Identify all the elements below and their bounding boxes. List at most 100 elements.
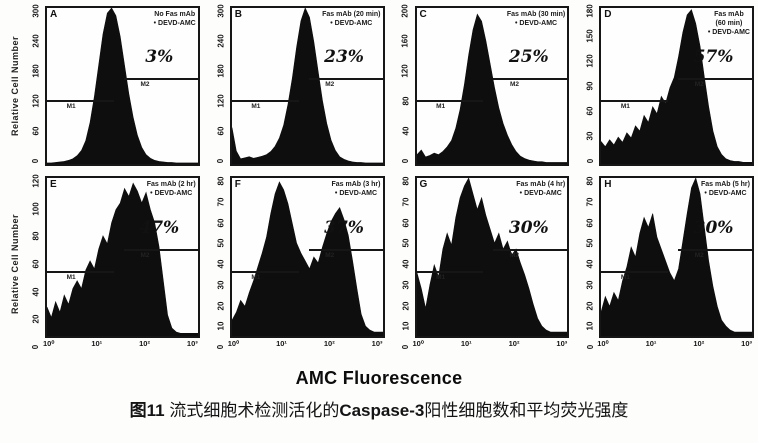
condition-line: No Fas mAb	[154, 11, 196, 18]
y-axis-ticks: 120 100 80 60 40 20 0	[28, 174, 45, 352]
y-tick-label: 40	[585, 259, 595, 269]
y-tick-label: 240	[216, 34, 226, 48]
m2-gate-label: M2	[694, 252, 704, 260]
y-axis-ticks: 300 240 180 120 60 0	[213, 4, 230, 166]
m2-gate-label: M2	[140, 81, 150, 89]
condition-line: • DEVD-AMC	[707, 29, 750, 37]
x-tick-label: 10⁰	[227, 339, 240, 348]
y-tick-label: 20	[31, 314, 41, 324]
panel-letter: D	[604, 9, 612, 20]
m1-gate-line	[46, 100, 114, 103]
panel-condition-label: Fas mAb (5 hr) • DEVD-AMC	[701, 180, 750, 198]
histogram-panel: 80 70 60 50 40 30 20 10 0 G Fas mAb (4 hr) • DEVD…	[398, 176, 570, 352]
y-tick-label: 200	[400, 4, 410, 18]
y-axis-ticks: 80 70 60 50 40 30 20 10 0	[398, 176, 415, 352]
m2-gate-line	[308, 78, 383, 81]
condition-line: • DEVD-AMC	[515, 20, 558, 28]
panel-row-top: Relative Cell Number 300 240 180 120 60 0 A N…	[2, 4, 754, 166]
y-tick-label: 0	[585, 344, 595, 350]
panel-letter: B	[234, 9, 242, 20]
condition-line: • DEVD-AMC	[704, 190, 747, 198]
histogram-fill	[47, 8, 198, 164]
histogram-panel: 80 70 60 50 40 30 20 10 0 F Fas mAb (3 hr) • DEVD…	[213, 176, 385, 352]
x-axis-title: AMC Fluorescence	[295, 368, 463, 388]
m1-gate-label: M1	[620, 274, 630, 282]
histogram-panel: 80 70 60 50 40 30 20 10 0 H Fas mAb (5 hr) • DEVD…	[582, 176, 754, 352]
x-tick-label: 10¹	[460, 339, 472, 348]
condition-line: Fas mAb (5 hr)	[700, 181, 750, 188]
m1-gate-label: M1	[620, 103, 630, 111]
y-tick-label: 0	[31, 344, 41, 350]
y-tick-label: 60	[216, 218, 226, 227]
y-tick-label: 30	[585, 280, 595, 290]
plot-wrap: A No Fas mAb • DEVD-AMC 3% M2 M1	[45, 6, 200, 166]
y-tick-label: 80	[585, 176, 595, 186]
panel-condition-label: Fas mAb (4 hr) • DEVD-AMC	[516, 180, 565, 198]
y-tick-label: 90	[585, 81, 595, 91]
plot-wrap: H Fas mAb (5 hr) • DEVD-AMC 30% M2 M1 10⁰…	[597, 176, 754, 352]
plot-wrap: B Fas mAb (20 min) • DEVD-AMC 23% M2 M1	[229, 6, 385, 166]
y-tick-label: 20	[401, 301, 410, 310]
m2-gate-line	[678, 78, 753, 81]
percent-positive: 23%	[324, 47, 364, 67]
histogram-svg	[231, 8, 383, 164]
y-tick-label: 80	[216, 176, 226, 186]
panel-grid: Relative Cell Number 300 240 180 120 60 0 A N…	[2, 4, 754, 362]
figure-caption: 图11 流式细胞术检测活化的Caspase-3阳性细胞数和平均荧光强度	[0, 396, 758, 421]
y-axis-ticks: 180 150 120 90 60 30 0	[582, 4, 599, 166]
condition-line: • DEVD-AMC	[330, 20, 373, 28]
m1-gate-line	[416, 100, 484, 103]
histogram-fill	[601, 9, 752, 164]
m1-gate-line	[46, 271, 114, 274]
plot-wrap: G Fas mAb (4 hr) • DEVD-AMC 30% M2 M1 10⁰…	[413, 176, 570, 352]
histogram-panel: 300 240 180 120 60 0 A No Fas mAb • DEVD-AMC 3…	[28, 4, 200, 166]
y-axis-ticks: 80 70 60 50 40 30 20 10 0	[582, 176, 599, 352]
condition-line: Fas mAb (30 min)	[506, 11, 566, 18]
histogram-svg	[47, 182, 198, 336]
m2-gate-label: M2	[694, 81, 704, 89]
y-tick-label: 40	[31, 287, 41, 297]
y-tick-label: 0	[31, 158, 41, 164]
x-tick-label: 10²	[693, 339, 705, 348]
caption-figure-number: 图11	[129, 401, 165, 420]
y-tick-label: 70	[401, 197, 410, 207]
histogram-fill	[416, 178, 568, 336]
y-axis-title-top: Relative Cell Number	[10, 35, 20, 137]
plot-wrap: F Fas mAb (3 hr) • DEVD-AMC 37% M2 M1 10⁰…	[227, 176, 385, 352]
y-tick-label: 120	[216, 94, 226, 108]
condition-line: • DEVD-AMC	[519, 190, 562, 198]
m1-gate-label: M1	[436, 103, 446, 111]
histogram-svg	[47, 8, 198, 164]
panels-bottom: 120 100 80 60 40 20 0 E Fas mAb (2 hr) • DEVD-A…	[28, 174, 754, 352]
x-tick-label: 10⁰	[597, 339, 609, 348]
y-tick-label: 50	[216, 238, 226, 248]
m2-gate-label: M2	[509, 252, 519, 260]
percent-positive: 30%	[693, 217, 734, 238]
plot-area: B Fas mAb (20 min) • DEVD-AMC 23% M2 M1	[229, 6, 385, 166]
y-tick-label: 40	[401, 126, 410, 136]
plot-wrap: C Fas mAb (30 min) • DEVD-AMC 25% M2 M1	[414, 6, 570, 166]
y-tick-label: 60	[31, 259, 41, 269]
percent-positive: 47%	[139, 217, 180, 238]
m1-gate-label: M1	[66, 274, 76, 282]
x-tick-label: 10¹	[91, 339, 103, 348]
condition-line: Fas mAb	[714, 11, 744, 18]
x-axis-ticks: 10⁰ 10¹ 10² 10³	[413, 338, 570, 352]
m1-gate-label: M1	[66, 103, 76, 111]
y-tick-label: 120	[400, 64, 410, 78]
m2-gate-label: M2	[140, 252, 150, 260]
panel-condition-label: Fas mAb (2 hr) • DEVD-AMC	[147, 180, 196, 198]
x-tick-label: 10³	[371, 339, 383, 348]
y-tick-label: 10	[216, 321, 226, 331]
m1-gate-line	[601, 100, 669, 103]
y-tick-label: 120	[31, 174, 41, 188]
m1-gate-line	[416, 271, 484, 274]
histogram-panel: 200 160 120 80 40 0 C Fas mAb (30 min) • DEVD-…	[398, 4, 570, 166]
x-tick-label: 10²	[323, 339, 335, 348]
y-tick-label: 0	[400, 344, 410, 350]
histogram-svg	[601, 178, 752, 336]
plot-area: E Fas mAb (2 hr) • DEVD-AMC 47% M2 M1	[45, 176, 200, 338]
condition-line: Fas mAb (3 hr)	[331, 181, 381, 188]
m2-gate-line	[493, 249, 568, 252]
y-axis-title-bottom: Relative Cell Number	[10, 213, 20, 315]
